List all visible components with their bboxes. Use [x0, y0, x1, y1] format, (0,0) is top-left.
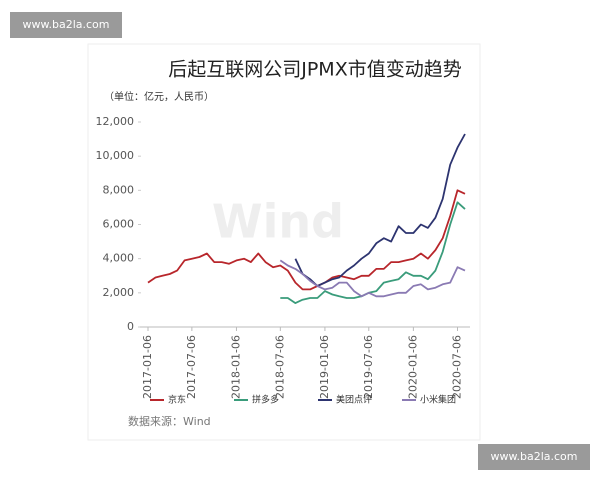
- y-tick-label: 4,000: [103, 252, 135, 265]
- x-tick-label: 2020-01-06: [406, 335, 419, 399]
- x-tick-label: 2019-01-06: [318, 335, 331, 399]
- watermark: www.ba2la.com: [491, 450, 578, 463]
- y-tick-label: 10,000: [96, 149, 135, 162]
- series-line: [279, 259, 466, 298]
- x-tick-label: 2020-07-06: [450, 335, 463, 399]
- watermark-box: [478, 444, 590, 470]
- x-tick-label: 2019-07-06: [362, 335, 375, 399]
- y-tick-label: 8,000: [103, 183, 135, 196]
- series-line: [280, 201, 466, 304]
- series-line: [147, 189, 466, 291]
- y-tick-label: 6,000: [103, 218, 135, 231]
- watermark: www.ba2la.com: [23, 18, 110, 31]
- chart-subtitle: （单位：亿元，人民币）: [104, 90, 214, 103]
- source-note: 数据来源：Wind: [128, 414, 211, 428]
- legend-label: 小米集团: [420, 394, 456, 406]
- y-tick-label: 12,000: [96, 115, 135, 128]
- chart-panel: [87, 43, 481, 441]
- legend-label: 美团点评: [336, 394, 372, 406]
- x-tick-label: 2018-01-06: [229, 335, 242, 399]
- y-tick-label: 0: [127, 320, 134, 333]
- background-logo: Wind: [212, 195, 344, 249]
- chart-title: 后起互联网公司JPMX市值变动趋势: [168, 59, 461, 81]
- x-tick-label: 2017-01-06: [141, 335, 154, 399]
- watermark-box: [10, 12, 122, 38]
- x-tick-label: 2017-07-06: [185, 335, 198, 399]
- series-line: [294, 133, 466, 287]
- legend-label: 京东: [168, 394, 186, 406]
- y-tick-label: 2,000: [103, 286, 135, 299]
- x-tick-label: 2018-07-06: [273, 335, 286, 399]
- legend-label: 拼多多: [252, 394, 279, 406]
